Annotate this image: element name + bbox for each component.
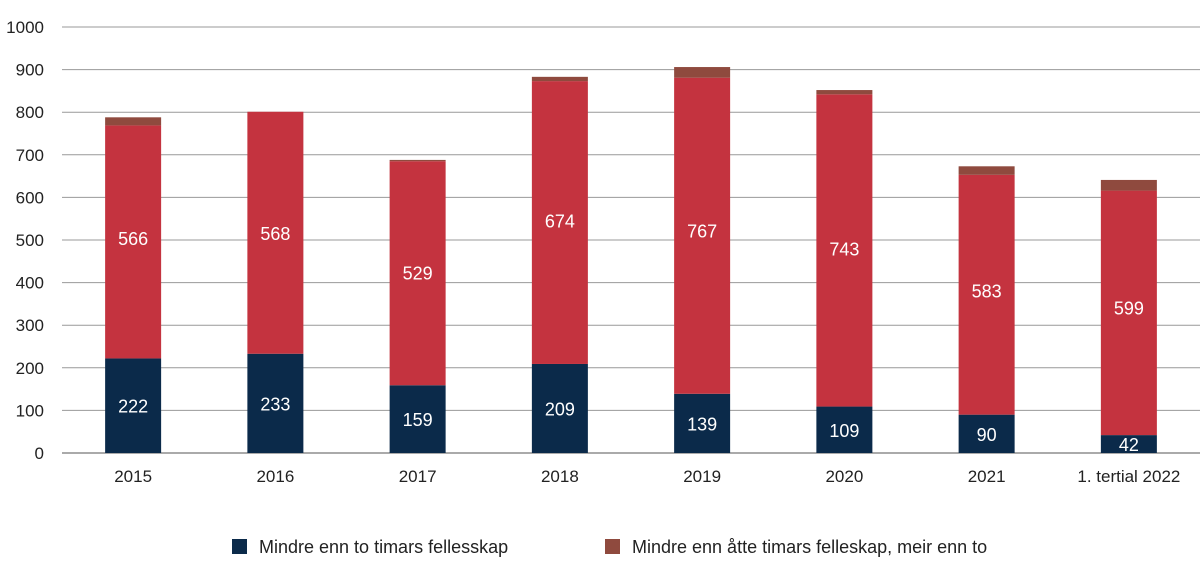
legend-swatch (232, 539, 247, 554)
y-tick-label: 500 (16, 231, 44, 250)
bar-segment-red (1100, 190, 1157, 436)
data-label: 90 (977, 425, 997, 445)
bar-segment-navy (247, 353, 304, 453)
bar-segment-red (389, 161, 446, 386)
legend-swatch (605, 539, 620, 554)
bar-segment-navy (389, 385, 446, 453)
bar-segment-navy (674, 393, 731, 453)
bar-segment-brown (958, 166, 1015, 175)
bar-segment-navy (105, 358, 162, 453)
x-tick-label: 2020 (825, 467, 863, 486)
y-tick-label: 0 (35, 444, 44, 463)
x-tick-label: 1. tertial 2022 (1077, 467, 1180, 486)
data-label: 529 (403, 264, 433, 284)
data-label: 583 (972, 281, 1002, 301)
legend-label: Mindre enn åtte timars felleskap, meir e… (632, 537, 987, 557)
legend-label: Mindre enn to timars fellesskap (259, 537, 508, 557)
x-tick-label: 2018 (541, 467, 579, 486)
bar-segment-navy (816, 406, 873, 453)
bar-segment-navy (531, 363, 588, 453)
bar-segment-brown (105, 117, 162, 126)
y-tick-label: 600 (16, 188, 44, 207)
bar-segment-brown (674, 67, 731, 78)
data-label: 109 (829, 421, 859, 441)
data-label: 42 (1119, 435, 1139, 455)
bar-segment-brown (1100, 179, 1157, 191)
bar-segment-brown (531, 76, 588, 82)
data-label: 767 (687, 221, 717, 241)
x-tick-label: 2016 (256, 467, 294, 486)
bar-segment-brown (816, 90, 873, 95)
x-tick-label: 2017 (399, 467, 437, 486)
y-tick-label: 200 (16, 359, 44, 378)
data-label: 209 (545, 399, 575, 419)
bar-segment-red (247, 111, 304, 354)
bar-segment-red (531, 81, 588, 364)
data-label: 599 (1114, 299, 1144, 319)
data-label: 222 (118, 397, 148, 417)
bar-segment-red (958, 174, 1015, 415)
data-label: 159 (403, 410, 433, 430)
y-tick-label: 800 (16, 103, 44, 122)
data-label: 568 (260, 224, 290, 244)
data-label: 743 (829, 239, 859, 259)
y-tick-label: 900 (16, 61, 44, 80)
y-tick-label: 100 (16, 401, 44, 420)
legend-item: Mindre enn åtte timars felleskap, meir e… (605, 537, 987, 557)
legend-item: Mindre enn to timars fellesskap (232, 537, 508, 557)
bar-segment-navy (1100, 435, 1157, 453)
x-tick-label: 2021 (968, 467, 1006, 486)
y-tick-label: 700 (16, 146, 44, 165)
x-tick-label: 2019 (683, 467, 721, 486)
bar-segment-red (816, 94, 873, 407)
y-tick-label: 1000 (6, 18, 44, 37)
bar-segment-brown (389, 159, 446, 162)
bar-segment-red (674, 77, 731, 394)
y-tick-label: 400 (16, 274, 44, 293)
bar-segment-navy (958, 414, 1015, 453)
y-tick-label: 300 (16, 316, 44, 335)
data-label: 566 (118, 229, 148, 249)
data-label: 139 (687, 414, 717, 434)
data-label: 674 (545, 211, 575, 231)
data-label: 233 (260, 394, 290, 414)
x-tick-label: 2015 (114, 467, 152, 486)
bar-segment-red (105, 125, 162, 359)
